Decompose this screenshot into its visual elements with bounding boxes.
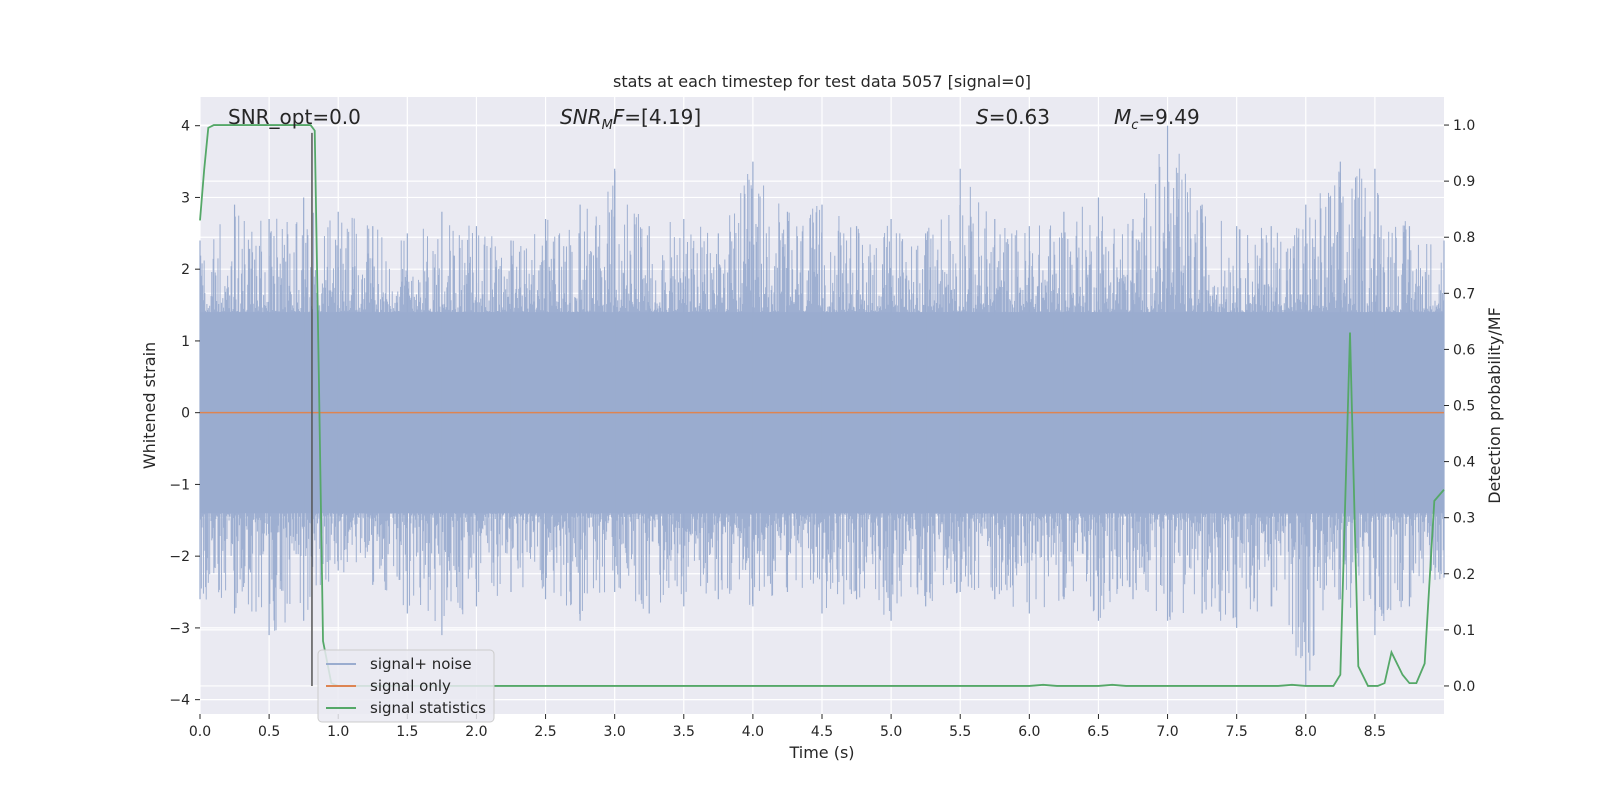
y-right-tick-label: 0.6 [1453,342,1475,358]
y-right-tick-label: 0.3 [1453,511,1475,527]
x-tick-label: 4.0 [742,724,764,740]
y-right-tick-label: 0.9 [1453,174,1475,190]
y-left-tick-label: −2 [169,549,190,565]
x-tick-label: 8.5 [1364,724,1386,740]
legend-box [317,649,495,723]
y-right-tick-label: 0.7 [1453,286,1475,302]
x-tick-label: 5.0 [880,724,902,740]
x-tick-label: 0.0 [189,724,211,740]
y-left-tick-label: −1 [169,477,190,493]
annotation-snr-mf-f: F [613,105,625,129]
annotation-snr-opt: SNR_opt=0.0 [228,105,361,129]
x-axis-label: Time (s) [788,743,854,762]
y-left-tick-label: 0 [181,406,190,422]
x-tick-label: 2.0 [465,724,487,740]
x-axis-ticks: 0.0 0.5 1.0 1.5 2.0 2.5 3.0 3.5 4.0 4.5 5.0 5.5 6.0 6… [189,714,1386,740]
y-right-tick-label: 0.4 [1453,455,1475,471]
x-tick-label: 6.5 [1087,724,1109,740]
x-tick-label: 4.5 [811,724,833,740]
annotation-mc-value: =9.49 [1138,105,1199,129]
y-left-tick-label: 1 [181,334,190,350]
y-right-tick-label: 0.5 [1453,399,1475,415]
y-right-tick-label: 0.1 [1453,623,1475,639]
y-right-tick-label: 0.2 [1453,567,1475,583]
legend: signal+ noise signal only signal statistic… [317,649,495,723]
signal-statistics-line [199,124,1445,687]
y-axis-right-label: Detection probability/MF [1485,307,1504,504]
annotation-snr-mf-value: =[4.19] [624,105,701,129]
x-tick-label: 0.5 [258,724,280,740]
annotation-s-var: S [976,105,989,129]
y-left-tick-label: −4 [169,693,190,709]
x-tick-label: 3.0 [604,724,626,740]
x-tick-label: 7.0 [1156,724,1178,740]
y-left-tick-label: −3 [169,621,190,637]
annotation-s: S=0.63 [976,105,1050,129]
y-left-tick-label: 4 [181,119,190,135]
y-right-tick-label: 0.0 [1453,679,1475,695]
y-right-tick-label: 1.0 [1453,118,1475,134]
annotation-snr-mf-sub: M [602,118,613,133]
annotation-mc-sub: c [1131,118,1138,133]
annotation-s-value: =0.63 [989,105,1050,129]
annotation-mc-var: M [1114,105,1131,129]
annotation-mc: Mc=9.49 [1114,105,1200,133]
y-right-tick-label: 0.8 [1453,230,1475,246]
annotation-snr-mf-base: SNR [560,105,602,129]
y-left-tick-label: 3 [181,190,190,206]
legend-entry: signal+ noise [370,655,472,673]
signal-statistics-series [199,124,1445,687]
x-tick-label: 1.0 [327,724,349,740]
y-axis-left-label: Whitened strain [140,342,159,469]
y-axis-left-ticks: 4 3 2 1 0 −1 −2 −3 −4 [169,119,200,709]
legend-entry: signal only [370,677,451,695]
x-tick-label: 8.0 [1295,724,1317,740]
x-tick-label: 7.5 [1226,724,1248,740]
x-tick-label: 3.5 [673,724,695,740]
annotation-snr-mf: SNRMF=[4.19] [560,105,701,133]
x-tick-label: 2.5 [534,724,556,740]
x-tick-label: 1.5 [396,724,418,740]
x-tick-label: 6.0 [1018,724,1040,740]
y-axis-right-ticks: 1.0 0.9 0.8 0.7 0.6 0.5 0.4 0.3 0.2 0.1 0.0 [1444,118,1475,695]
x-tick-label: 5.5 [949,724,971,740]
legend-entry: signal statistics [370,699,486,717]
y-left-tick-label: 2 [181,262,190,278]
chart-title: stats at each timestep for test data 505… [613,72,1031,91]
